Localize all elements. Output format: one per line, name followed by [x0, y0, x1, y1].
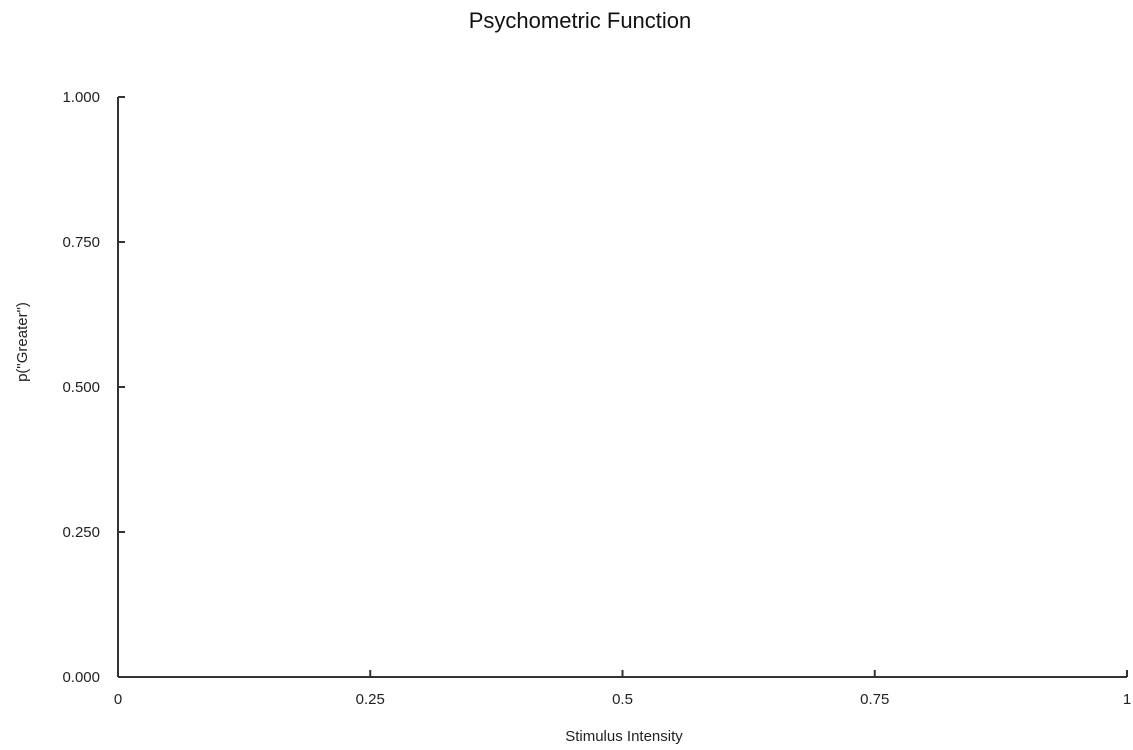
x-ticks: 0 0.25 0.5 0.75 1	[114, 670, 1131, 708]
y-tick-label: 0.750	[62, 234, 100, 251]
x-tick-label: 1	[1123, 691, 1131, 708]
y-tick-label: 0.250	[62, 524, 100, 541]
x-tick-label: 0.25	[356, 691, 385, 708]
y-tick-label: 0.000	[62, 669, 100, 686]
axes	[117, 97, 1127, 678]
y-tick-label: 0.500	[62, 379, 100, 396]
chart-title: Psychometric Function	[469, 8, 692, 33]
x-tick-label: 0.75	[860, 691, 889, 708]
x-axis-label: Stimulus Intensity	[565, 728, 683, 745]
y-axis-label: p("Greater")	[14, 302, 31, 382]
x-tick-label: 0.5	[612, 691, 633, 708]
x-tick-label: 0	[114, 691, 122, 708]
y-tick-label: 1.000	[62, 89, 100, 106]
y-ticks: 0.000 0.250 0.500 0.750 1.000	[62, 89, 125, 686]
